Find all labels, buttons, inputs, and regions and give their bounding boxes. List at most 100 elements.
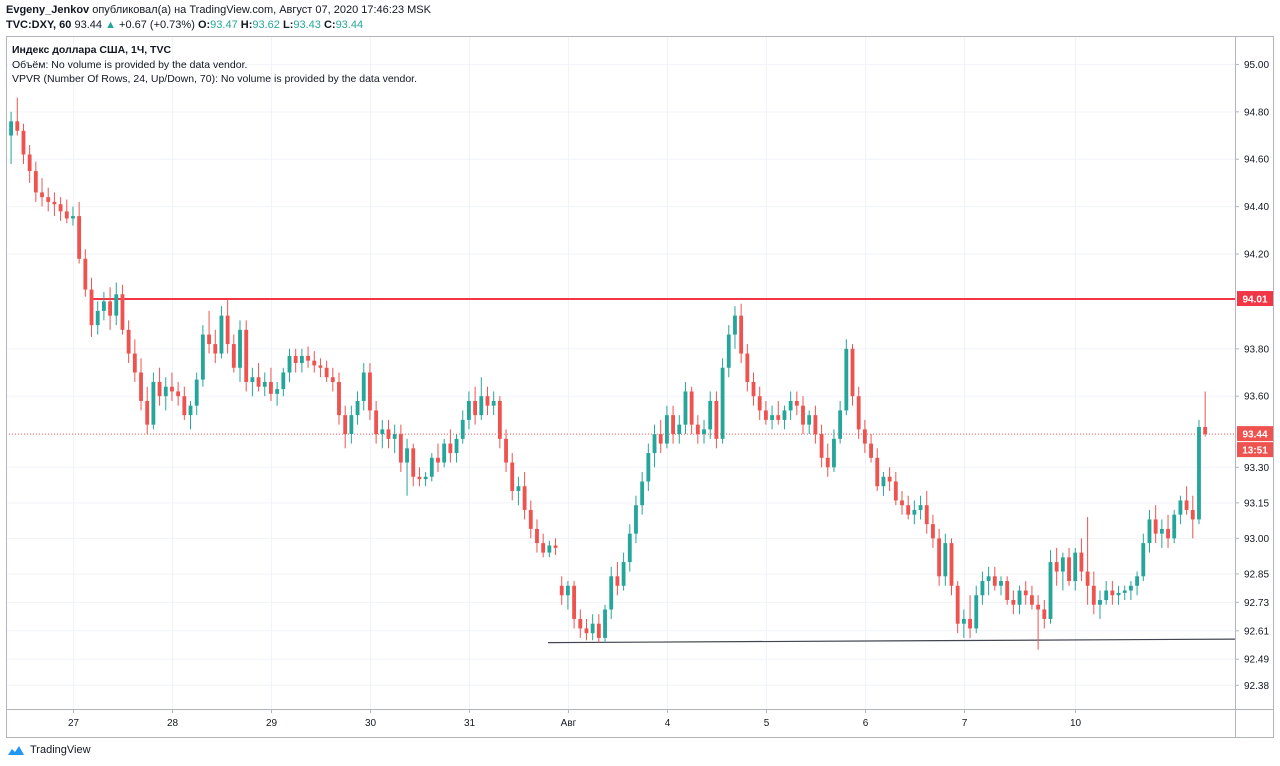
candle-down bbox=[324, 360, 329, 382]
candle-down bbox=[658, 419, 663, 454]
candle-down bbox=[578, 609, 583, 638]
candle-body bbox=[590, 623, 595, 634]
candle-down bbox=[330, 367, 335, 392]
y-tick-label: 95.00 bbox=[1244, 60, 1269, 71]
candle-up bbox=[788, 391, 793, 420]
price-chart[interactable]: 95.00 94.80 94.60 94.40 94.20 93.80 93.60 93.30… bbox=[6, 36, 1274, 738]
candle-body bbox=[937, 538, 942, 577]
candle-body bbox=[565, 585, 570, 596]
candle-up bbox=[1135, 571, 1140, 596]
candle-down bbox=[510, 453, 515, 501]
candle-body bbox=[1116, 592, 1121, 596]
candle-body bbox=[1190, 509, 1195, 520]
candle-up bbox=[640, 472, 645, 515]
candle-up bbox=[442, 438, 447, 468]
candle-down bbox=[931, 514, 935, 548]
candle-body bbox=[1085, 571, 1090, 586]
countdown-label: 13:51 bbox=[1242, 446, 1268, 457]
candle-down bbox=[504, 429, 508, 473]
x-tick-label: 7 bbox=[962, 718, 968, 729]
candle-body bbox=[306, 355, 310, 361]
candle-body bbox=[318, 365, 323, 368]
y-tick-label: 93.80 bbox=[1244, 344, 1269, 355]
candle-body bbox=[794, 400, 799, 406]
candle-up bbox=[1197, 419, 1201, 525]
candle-down bbox=[887, 467, 892, 491]
candle-body bbox=[887, 476, 892, 482]
candle-down bbox=[924, 490, 929, 534]
candle-down bbox=[170, 372, 174, 401]
x-tick-label: 6 bbox=[863, 718, 869, 729]
ohlc-bar: TVC:DXY, 60 93.44 ▲ +0.67 (+0.73%) O:93.… bbox=[6, 19, 363, 31]
candle-up bbox=[733, 306, 737, 349]
candle-up bbox=[163, 377, 168, 411]
high-value: 93.62 bbox=[252, 19, 280, 31]
candle-body bbox=[1178, 500, 1183, 515]
candle-down bbox=[1011, 590, 1016, 615]
candle-body bbox=[559, 585, 564, 596]
candle-body bbox=[974, 595, 979, 629]
candle-body bbox=[603, 609, 607, 638]
candle-body bbox=[1172, 514, 1177, 539]
support-line bbox=[547, 638, 1236, 644]
candle-down bbox=[58, 197, 63, 221]
candle-down bbox=[813, 405, 818, 444]
candle-down bbox=[1005, 576, 1010, 605]
candle-body bbox=[708, 400, 713, 430]
candle-down bbox=[1091, 571, 1096, 615]
candle-down bbox=[1190, 495, 1195, 539]
candle-body bbox=[1048, 562, 1053, 619]
candle-down bbox=[819, 424, 824, 468]
candle-body bbox=[1159, 528, 1164, 534]
candle-up bbox=[974, 585, 979, 634]
candle-down bbox=[559, 576, 564, 605]
candle-body bbox=[844, 348, 849, 411]
candle-body bbox=[1098, 599, 1102, 605]
candle-body bbox=[163, 386, 168, 397]
candle-down bbox=[497, 396, 502, 449]
candle-down bbox=[343, 405, 348, 449]
candle-down bbox=[21, 123, 26, 164]
candle-up bbox=[807, 410, 812, 435]
candle-down bbox=[584, 618, 589, 641]
candle-body bbox=[213, 344, 218, 354]
candle-body bbox=[1128, 585, 1133, 591]
candle-body bbox=[40, 192, 44, 198]
candle-body bbox=[299, 355, 304, 364]
candle-down bbox=[535, 519, 539, 553]
low-label: L: bbox=[282, 19, 294, 31]
x-tick-label: 5 bbox=[764, 718, 770, 729]
candle-down bbox=[1036, 595, 1041, 650]
candle-down bbox=[1030, 585, 1034, 610]
candle-down bbox=[1153, 505, 1158, 544]
candle-up bbox=[151, 372, 156, 430]
candle-down bbox=[417, 467, 422, 487]
candle-down bbox=[176, 381, 181, 406]
candle-down bbox=[1079, 538, 1084, 582]
candle-body bbox=[782, 410, 787, 420]
candle-up bbox=[479, 377, 484, 420]
candle-body bbox=[918, 505, 923, 510]
candle-body bbox=[931, 524, 935, 539]
candle-body bbox=[442, 443, 447, 463]
candle-up bbox=[1060, 552, 1065, 591]
tradingview-cloud-icon[interactable] bbox=[6, 744, 26, 756]
candle-up bbox=[677, 415, 682, 444]
candle-up bbox=[844, 339, 849, 416]
candle-body bbox=[869, 443, 873, 458]
candle-up bbox=[782, 405, 787, 430]
candle-up bbox=[349, 405, 354, 444]
candle-body bbox=[15, 121, 20, 131]
author-name[interactable]: Evgeny_Jenkov bbox=[6, 4, 90, 16]
candle-body bbox=[516, 486, 521, 491]
candle-up bbox=[516, 476, 521, 506]
footer-brand[interactable]: TradingView bbox=[30, 744, 91, 756]
candle-body bbox=[943, 543, 948, 577]
candle-body bbox=[504, 438, 508, 463]
candle-down bbox=[83, 249, 88, 297]
candle-down bbox=[52, 192, 57, 217]
candle-body bbox=[337, 381, 341, 416]
candle-down bbox=[77, 201, 82, 264]
candle-body bbox=[906, 505, 911, 515]
x-tick-label: 31 bbox=[464, 718, 476, 729]
